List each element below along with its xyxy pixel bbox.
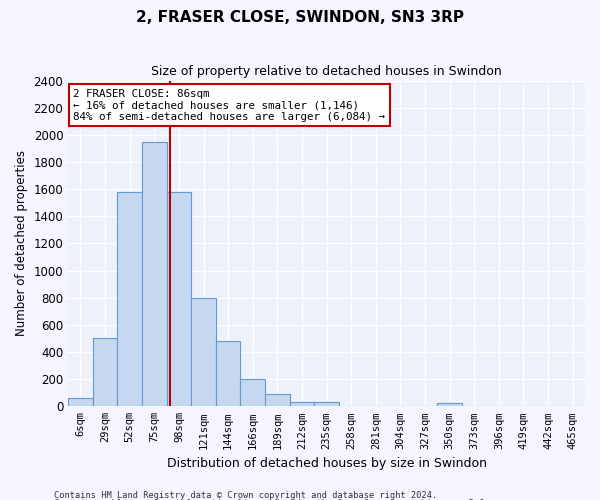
Text: Contains HM Land Registry data © Crown copyright and database right 2024.: Contains HM Land Registry data © Crown c… [54,490,437,500]
Bar [290,402,314,406]
Bar [191,298,216,406]
Bar [314,402,339,406]
X-axis label: Distribution of detached houses by size in Swindon: Distribution of detached houses by size … [167,457,487,470]
Bar [93,338,118,406]
Text: 2 FRASER CLOSE: 86sqm
← 16% of detached houses are smaller (1,146)
84% of semi-d: 2 FRASER CLOSE: 86sqm ← 16% of detached … [73,88,385,122]
Bar [265,394,290,406]
Bar [68,398,93,406]
Bar [167,192,191,406]
Bar [118,192,142,406]
Text: Contains public sector information licensed under the Open Government Licence v3: Contains public sector information licen… [54,499,490,500]
Bar [142,142,167,406]
Y-axis label: Number of detached properties: Number of detached properties [15,150,28,336]
Bar [216,341,241,406]
Bar [241,379,265,406]
Bar [437,403,462,406]
Title: Size of property relative to detached houses in Swindon: Size of property relative to detached ho… [151,65,502,78]
Text: 2, FRASER CLOSE, SWINDON, SN3 3RP: 2, FRASER CLOSE, SWINDON, SN3 3RP [136,10,464,25]
